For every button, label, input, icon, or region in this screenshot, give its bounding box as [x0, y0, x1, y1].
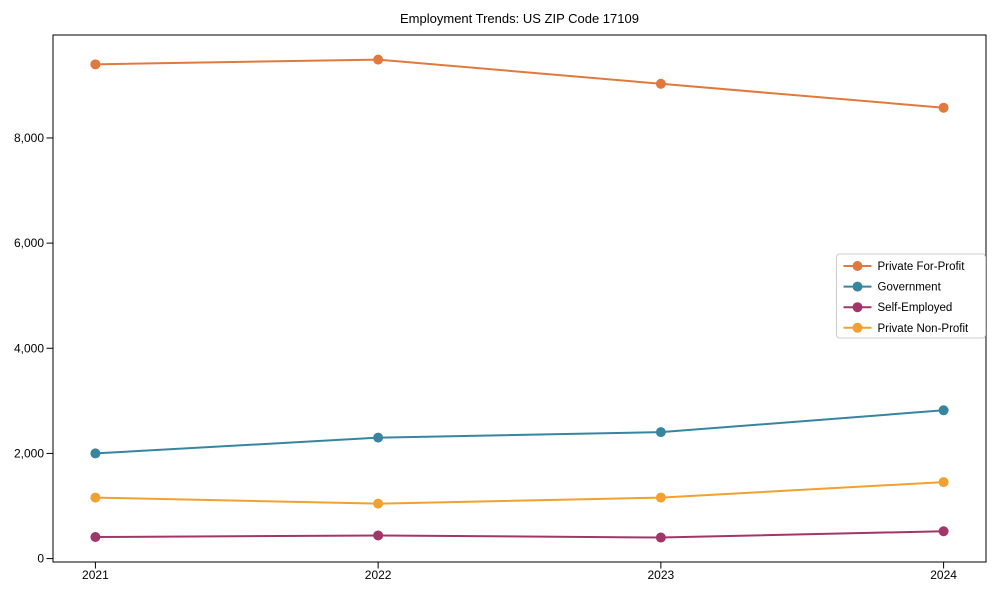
data-point-private-non-profit — [655, 492, 666, 503]
y-axis-tick-label: 6,000 — [14, 236, 44, 250]
legend-item: Government — [843, 281, 942, 294]
legend-marker — [852, 322, 863, 333]
legend-item: Private Non-Profit — [843, 322, 970, 335]
legend-box — [836, 253, 986, 339]
x-axis-tick-label: 2021 — [82, 568, 109, 582]
y-axis-tick-label: 0 — [37, 552, 44, 566]
data-point-government — [655, 427, 666, 438]
data-point-private-non-profit — [373, 498, 384, 509]
legend-marker — [852, 261, 863, 271]
plot-area: 0 2,000 4,000 6,000 8,000 2021 2022 2023 2024 — [14, 34, 987, 582]
data-point-self-employed — [90, 532, 101, 543]
data-point-private-for-profit — [655, 78, 666, 89]
series-line-self-employed — [95, 530, 944, 539]
data-point-private-for-profit — [938, 102, 949, 113]
chart-title: Employment Trends: US ZIP Code 17109 — [400, 11, 639, 26]
data-point-government — [373, 432, 384, 443]
data-point-private-non-profit — [90, 492, 101, 503]
x-axis-tick-label: 2022 — [365, 568, 392, 582]
data-point-government — [90, 448, 101, 459]
legend-label: Private Non-Profit — [878, 323, 970, 335]
y-axis-tick-label: 4,000 — [14, 341, 44, 355]
x-axis-tick-label: 2023 — [648, 568, 675, 582]
legend-marker — [852, 302, 863, 313]
legend-label: Private For-Profit — [878, 261, 966, 273]
legend-label: Government — [878, 282, 942, 294]
data-point-private-non-profit — [938, 477, 949, 488]
y-axis-tick-label: 8,000 — [14, 131, 44, 145]
y-axis-tick-label: 2,000 — [14, 446, 44, 460]
series-line-private-for-profit — [95, 58, 944, 109]
legend-item: Private For-Profit — [843, 261, 966, 273]
data-point-self-employed — [938, 526, 949, 537]
legend-label: Self-Employed — [878, 302, 953, 314]
data-point-self-employed — [655, 532, 666, 543]
x-axis-tick-label: 2024 — [930, 568, 957, 582]
data-point-private-for-profit — [90, 59, 101, 70]
series-line-government — [95, 409, 944, 455]
legend-item: Self-Employed — [843, 302, 953, 314]
legend: Private For-Profit Government Self-Employe… — [836, 253, 986, 339]
data-point-self-employed — [373, 530, 384, 541]
data-point-government — [938, 405, 949, 416]
series-line-private-non-profit — [95, 481, 944, 505]
data-point-private-for-profit — [373, 54, 384, 65]
legend-marker — [852, 281, 863, 292]
